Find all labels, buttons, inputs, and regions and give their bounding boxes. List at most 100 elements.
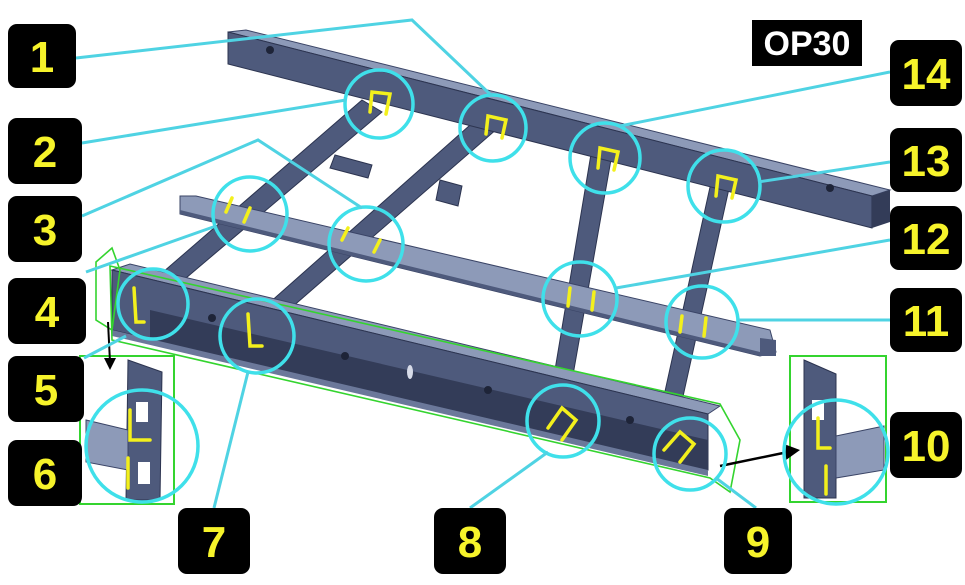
weld-mark-9 xyxy=(132,286,146,324)
channel-bolt-3 xyxy=(484,386,492,394)
rear-beam-end xyxy=(872,190,890,228)
weld-mark-12 xyxy=(662,429,697,464)
callout-number: 6 xyxy=(33,450,57,499)
leader-3 xyxy=(81,138,363,218)
weld-mark-10 xyxy=(246,312,264,348)
op-label: OP30 xyxy=(752,20,862,66)
callout-badge-12: 12 xyxy=(890,206,962,270)
weld-mark-6a xyxy=(340,226,350,242)
cross-member-1 xyxy=(139,99,383,301)
weld-circle-8 xyxy=(664,284,740,360)
middle-bar-edge xyxy=(180,210,760,356)
leader-12 xyxy=(615,238,891,290)
callout-badge-10: 10 xyxy=(890,412,962,478)
arrow-head-left xyxy=(104,358,116,370)
callout-badge-2: 2 xyxy=(8,118,82,184)
front-channel-outline xyxy=(109,264,741,494)
front-channel-flange xyxy=(112,330,708,476)
weld-circle-5 xyxy=(211,175,289,253)
arrow-to-left-inset xyxy=(107,321,111,363)
weld-circles xyxy=(84,68,890,506)
weld-circle-14 xyxy=(782,398,890,506)
callout-badge-8: 8 xyxy=(434,508,506,574)
leader-4 xyxy=(85,224,217,274)
weld-mark-8a xyxy=(678,314,684,334)
middle-bar-end xyxy=(760,338,776,356)
weld-mark-15 xyxy=(816,416,832,450)
op-label-bg xyxy=(752,20,862,66)
weld-circle-10 xyxy=(218,297,296,375)
weld-mark-3 xyxy=(596,145,621,172)
callout-badge-5: 5 xyxy=(8,356,84,422)
leader-2 xyxy=(81,98,347,145)
callout-number: 4 xyxy=(35,288,60,337)
weld-circle-3 xyxy=(568,121,642,195)
right-inset-part xyxy=(803,359,837,499)
vertical-member-4 xyxy=(661,177,731,411)
leader-1 xyxy=(75,18,494,98)
right-detail-inset xyxy=(789,355,887,503)
weld-mark-11 xyxy=(546,405,579,442)
weld-circle-1 xyxy=(343,68,415,140)
leader-5 xyxy=(83,334,127,360)
channel-bolt-4 xyxy=(626,416,634,424)
weld-circle-9 xyxy=(116,267,190,341)
weld-mark-5a xyxy=(224,196,234,214)
callout-badge-14: 14 xyxy=(890,40,962,106)
inset-arrows xyxy=(104,321,800,468)
callout-number: 8 xyxy=(458,518,482,567)
channel-slot xyxy=(407,365,413,379)
weld-mark-13 xyxy=(128,408,152,442)
callout-badge-7: 7 xyxy=(178,508,250,574)
left-inset-tab2 xyxy=(138,462,150,484)
weld-mark-7b xyxy=(590,290,596,312)
callout-number: 5 xyxy=(34,366,58,415)
left-inset-tab xyxy=(136,402,148,422)
callout-number: 14 xyxy=(902,50,951,99)
arrow-head-right xyxy=(784,444,800,460)
bracket-a xyxy=(329,154,373,179)
weld-mark-1 xyxy=(368,90,393,116)
callout-number: 7 xyxy=(202,518,226,567)
callout-badges: 1 2 3 4 5 6 7 8 xyxy=(8,24,962,574)
leader-8 xyxy=(469,450,549,510)
weld-mark-7a xyxy=(566,286,572,308)
bracket-b xyxy=(435,179,463,207)
callout-badge-11: 11 xyxy=(890,288,962,352)
callout-number: 1 xyxy=(30,33,54,82)
op-label-text: OP30 xyxy=(764,25,851,63)
callout-number: 2 xyxy=(33,128,57,177)
weld-circle-13 xyxy=(84,388,200,504)
weld-circle-12 xyxy=(652,416,728,492)
arrow-to-right-inset xyxy=(719,450,789,468)
callout-number: 13 xyxy=(902,137,951,186)
left-corner-outline xyxy=(95,246,121,332)
weld-circle-2 xyxy=(458,93,528,163)
weld-mark-8b xyxy=(702,316,708,338)
rear-beam-hole-2 xyxy=(826,184,834,192)
callout-number: 3 xyxy=(33,206,57,255)
leader-13 xyxy=(757,160,891,184)
callout-number: 12 xyxy=(902,215,951,264)
weld-circle-6 xyxy=(327,205,405,283)
weld-circle-4 xyxy=(686,148,762,224)
callout-badge-9: 9 xyxy=(724,508,792,574)
weld-mark-2 xyxy=(484,113,509,140)
rear-beam-hole-1 xyxy=(266,46,274,54)
leader-9 xyxy=(715,476,757,510)
callout-badge-6: 6 xyxy=(8,440,82,506)
callout-badge-3: 3 xyxy=(8,196,82,262)
callout-number: 9 xyxy=(746,518,770,567)
channel-bolt-1 xyxy=(208,314,216,322)
weld-circle-7 xyxy=(541,260,619,338)
weld-marks xyxy=(126,90,832,496)
leader-14 xyxy=(619,70,891,128)
callout-number: 10 xyxy=(902,422,951,471)
weld-mark-4 xyxy=(714,173,739,200)
leader-7 xyxy=(212,371,250,509)
channel-bolt-2 xyxy=(341,352,349,360)
callout-badge-13: 13 xyxy=(890,128,962,192)
weld-mark-6b xyxy=(372,238,382,254)
callout-number: 11 xyxy=(903,297,950,346)
